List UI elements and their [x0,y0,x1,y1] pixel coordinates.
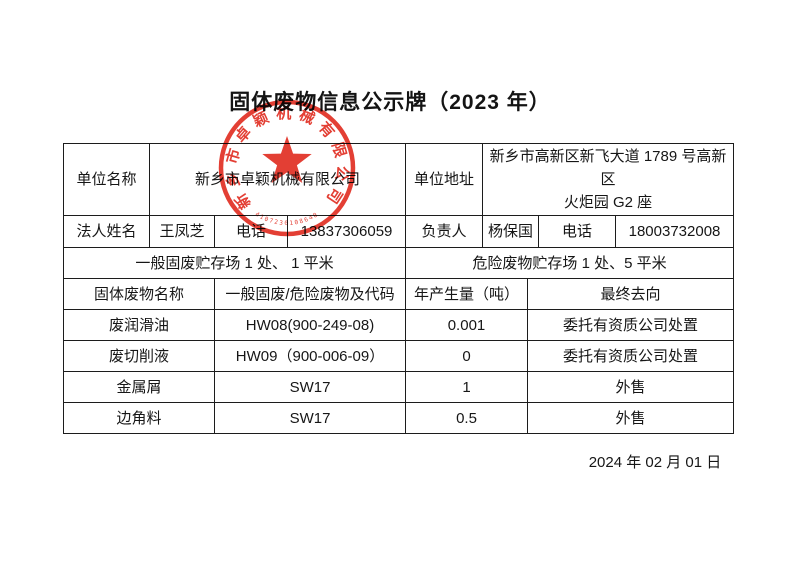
manager-label: 负责人 [405,215,483,248]
table-row: 废润滑油 HW08(900-249-08) 0.001 委托有资质公司处置 [63,309,735,341]
unit-address-label: 单位地址 [405,143,483,216]
phone2-value: 18003732008 [614,215,735,248]
waste-code: HW08(900-249-08) [214,309,406,341]
waste-destination: 委托有资质公司处置 [526,340,735,372]
unit-address-value: 新乡市高新区新飞大道 1789 号高新区 火炬园 G2 座 [481,143,735,216]
waste-destination: 外售 [526,402,735,434]
waste-code: SW17 [214,402,406,434]
table-row: 边角料 SW17 0.5 外售 [63,402,735,434]
table-row: 废切削液 HW09（900-006-09） 0 委托有资质公司处置 [63,340,735,372]
publish-date: 2024 年 02 月 01 日 [588,454,722,471]
row-table-header: 固体废物名称 一般固废/危险废物及代码 年产生量（吨） 最终去向 [63,278,735,310]
manager-value: 杨保国 [482,215,539,248]
row-contacts: 法人姓名 王凤芝 电话 13837306059 负责人 杨保国 电话 18003… [63,215,735,248]
waste-amount: 0.5 [405,402,528,434]
waste-amount: 1 [405,371,528,403]
waste-amount: 0.001 [405,309,528,341]
hazard-storage-cell: 危险废物贮存场 1 处、5 平米 [404,247,735,279]
row-storage: 一般固废贮存场 1 处、 1 平米 危险废物贮存场 1 处、5 平米 [63,247,735,279]
header-annual-amount: 年产生量（吨） [405,278,528,310]
row-unit-info: 单位名称 新乡市卓颖机械有限公司 单位地址 新乡市高新区新飞大道 1789 号高… [63,143,735,216]
unit-address-line1: 新乡市高新区新飞大道 1789 号高新区 [489,148,727,188]
header-waste-name: 固体废物名称 [63,278,215,310]
legal-person-value: 王凤芝 [149,215,215,248]
header-destination: 最终去向 [526,278,735,310]
phone1-value: 13837306059 [287,215,406,248]
header-waste-code: 一般固废/危险废物及代码 [214,278,406,310]
waste-name: 金属屑 [63,371,215,403]
waste-code: HW09（900-006-09） [214,340,406,372]
unit-name-label: 单位名称 [63,143,150,216]
unit-address-line2: 火炬园 G2 座 [563,194,653,211]
unit-name-value: 新乡市卓颖机械有限公司 [149,143,406,216]
page-title: 固体废物信息公示牌（2023 年） [229,91,551,114]
waste-name: 边角料 [63,402,215,434]
waste-code: SW17 [214,371,406,403]
phone1-label: 电话 [214,215,288,248]
table-row: 金属屑 SW17 1 外售 [63,371,735,403]
waste-amount: 0 [405,340,528,372]
legal-person-label: 法人姓名 [63,215,150,248]
general-storage-cell: 一般固废贮存场 1 处、 1 平米 [63,247,406,279]
waste-name: 废润滑油 [63,309,215,341]
waste-destination: 外售 [526,371,735,403]
waste-info-table: 单位名称 新乡市卓颖机械有限公司 单位地址 新乡市高新区新飞大道 1789 号高… [63,143,735,434]
phone2-label: 电话 [538,215,616,248]
waste-destination: 委托有资质公司处置 [526,309,735,341]
waste-name: 废切削液 [63,340,215,372]
